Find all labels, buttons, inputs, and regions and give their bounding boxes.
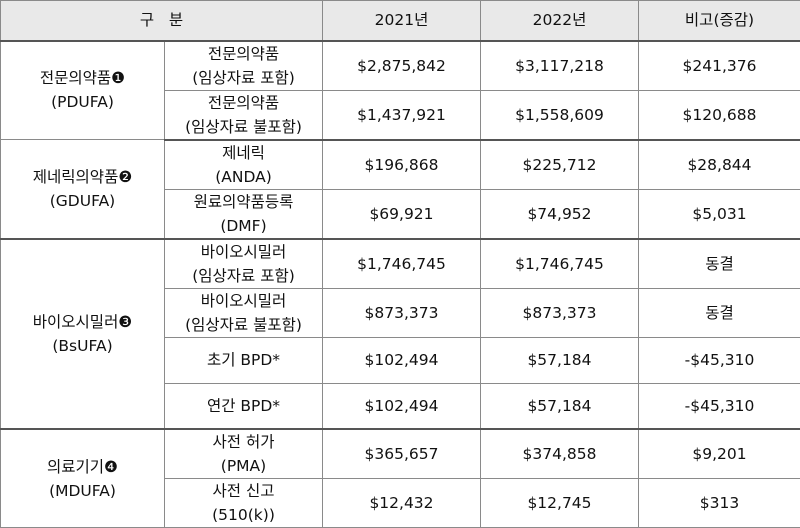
value-2021: $365,657 xyxy=(323,429,481,479)
value-diff: $9,201 xyxy=(639,429,800,479)
value-2022: $1,746,745 xyxy=(481,239,639,289)
item-cell: 제네릭 (ANDA) xyxy=(165,140,323,190)
item-label: 초기 BPD* xyxy=(167,348,320,372)
item-sublabel: (DMF) xyxy=(167,214,320,238)
value-diff: 동결 xyxy=(639,288,800,337)
value-2021: $102,494 xyxy=(323,383,481,429)
item-cell: 전문의약품 (임상자료 불포함) xyxy=(165,90,323,140)
item-sublabel: (임상자료 포함) xyxy=(167,66,320,90)
group-name: 바이오시밀러❸ xyxy=(3,310,162,334)
item-label: 제네릭 xyxy=(167,141,320,165)
header-diff: 비고(증감) xyxy=(639,1,800,41)
value-2022: $74,952 xyxy=(481,189,639,239)
table-row: 의료기기❹ (MDUFA) 사전 허가 (PMA) $365,657 $374,… xyxy=(1,429,800,479)
value-2022: $1,558,609 xyxy=(481,90,639,140)
value-2021: $102,494 xyxy=(323,337,481,383)
value-diff: $28,844 xyxy=(639,140,800,190)
value-2022: $873,373 xyxy=(481,288,639,337)
item-cell: 바이오시밀러 (임상자료 포함) xyxy=(165,239,323,289)
item-label: 전문의약품 xyxy=(167,42,320,66)
value-2021: $69,921 xyxy=(323,189,481,239)
item-cell: 바이오시밀러 (임상자료 불포함) xyxy=(165,288,323,337)
item-cell: 사전 허가 (PMA) xyxy=(165,429,323,479)
value-2022: $3,117,218 xyxy=(481,41,639,91)
item-label: 원료의약품등록 xyxy=(167,190,320,214)
value-diff: $120,688 xyxy=(639,90,800,140)
value-2022: $374,858 xyxy=(481,429,639,479)
item-label: 전문의약품 xyxy=(167,91,320,115)
table-row: 바이오시밀러❸ (BsUFA) 바이오시밀러 (임상자료 포함) $1,746,… xyxy=(1,239,800,289)
item-cell: 사전 신고 (510(k)) xyxy=(165,479,323,528)
item-cell: 원료의약품등록 (DMF) xyxy=(165,189,323,239)
item-cell: 연간 BPD* xyxy=(165,383,323,429)
value-2021: $12,432 xyxy=(323,479,481,528)
item-sublabel: (임상자료 불포함) xyxy=(167,115,320,139)
group-cell-bsufa: 바이오시밀러❸ (BsUFA) xyxy=(1,239,165,430)
table-row: 전문의약품❶ (PDUFA) 전문의약품 (임상자료 포함) $2,875,84… xyxy=(1,41,800,91)
value-2022: $57,184 xyxy=(481,337,639,383)
item-label: 바이오시밀러 xyxy=(167,289,320,313)
group-name: 제네릭의약품❷ xyxy=(3,165,162,189)
table-row: 제네릭의약품❷ (GDUFA) 제네릭 (ANDA) $196,868 $225… xyxy=(1,140,800,190)
value-2021: $1,746,745 xyxy=(323,239,481,289)
value-2021: $196,868 xyxy=(323,140,481,190)
item-sublabel: (ANDA) xyxy=(167,165,320,189)
group-cell-pdufa: 전문의약품❶ (PDUFA) xyxy=(1,41,165,140)
item-label: 연간 BPD* xyxy=(167,394,320,418)
item-cell: 초기 BPD* xyxy=(165,337,323,383)
value-diff: $313 xyxy=(639,479,800,528)
group-name: 전문의약품❶ xyxy=(3,66,162,90)
group-abbr: (MDUFA) xyxy=(3,479,162,503)
value-diff: $5,031 xyxy=(639,189,800,239)
value-2022: $57,184 xyxy=(481,383,639,429)
value-2021: $1,437,921 xyxy=(323,90,481,140)
header-2022: 2022년 xyxy=(481,1,639,41)
item-label: 사전 허가 xyxy=(167,430,320,454)
item-sublabel: (510(k)) xyxy=(167,503,320,527)
item-sublabel: (임상자료 포함) xyxy=(167,264,320,288)
header-category: 구 분 xyxy=(1,1,323,41)
value-2022: $225,712 xyxy=(481,140,639,190)
value-diff: -$45,310 xyxy=(639,383,800,429)
value-2021: $873,373 xyxy=(323,288,481,337)
group-cell-gdufa: 제네릭의약품❷ (GDUFA) xyxy=(1,140,165,239)
value-diff: -$45,310 xyxy=(639,337,800,383)
group-abbr: (BsUFA) xyxy=(3,334,162,358)
value-2021: $2,875,842 xyxy=(323,41,481,91)
item-sublabel: (PMA) xyxy=(167,454,320,478)
item-label: 사전 신고 xyxy=(167,479,320,503)
group-abbr: (GDUFA) xyxy=(3,189,162,213)
header-2021: 2021년 xyxy=(323,1,481,41)
value-diff: 동결 xyxy=(639,239,800,289)
header-row: 구 분 2021년 2022년 비고(증감) xyxy=(1,1,800,41)
item-cell: 전문의약품 (임상자료 포함) xyxy=(165,41,323,91)
item-label: 바이오시밀러 xyxy=(167,240,320,264)
value-diff: $241,376 xyxy=(639,41,800,91)
item-sublabel: (임상자료 불포함) xyxy=(167,313,320,337)
group-cell-mdufa: 의료기기❹ (MDUFA) xyxy=(1,429,165,528)
group-abbr: (PDUFA) xyxy=(3,90,162,114)
value-2022: $12,745 xyxy=(481,479,639,528)
group-name: 의료기기❹ xyxy=(3,455,162,479)
